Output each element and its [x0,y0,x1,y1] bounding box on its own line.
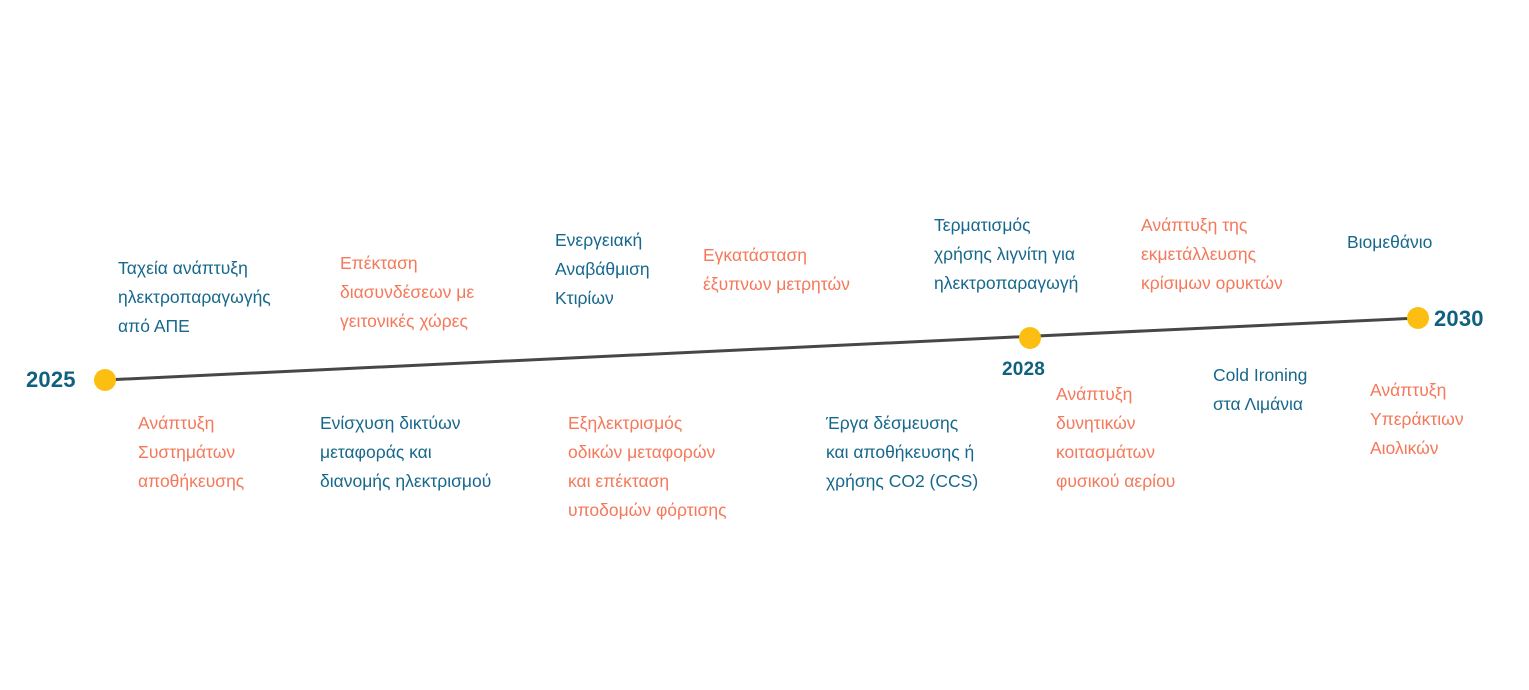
milestone-dot-2025[interactable] [94,369,116,391]
milestone-label-2025: 2025 [26,367,76,392]
timeline-item-critical-raw-materials[interactable]: Ανάπτυξη της εκμετάλλευσης κρίσιμων ορυκ… [1141,215,1283,293]
timeline-item-energy-upgrade-buildings[interactable]: Ενεργειακή Αναβάθμιση Κτιρίων [555,230,650,308]
milestone-dot-2030[interactable] [1407,307,1429,329]
timeline-item-ccs-projects[interactable]: Έργα δέσμευσης και αποθήκευσης ή χρήσης … [826,413,979,491]
milestone-label-2028: 2028 [1002,359,1046,380]
timeline-item-road-transport-electrification[interactable]: Εξηλεκτρισμός οδικών μεταφορών και επέκτ… [568,413,727,520]
milestone-dot-2028[interactable] [1019,327,1041,349]
timeline-item-rapid-res-electricity[interactable]: Ταχεία ανάπτυξη ηλεκτροπαραγωγής από ΑΠΕ [118,258,271,336]
timeline-item-interconnections-expansion[interactable]: Επέκταση διασυνδέσεων με γειτονικές χώρε… [340,253,475,331]
timeline-item-offshore-wind[interactable]: Ανάπτυξη Υπεράκτιων Αιολικών [1370,380,1464,458]
timeline-item-smart-meters-install[interactable]: Εγκατάσταση έξυπνων μετρητών [703,245,850,294]
timeline-item-storage-systems[interactable]: Ανάπτυξη Συστημάτων αποθήκευσης [138,413,245,491]
timeline-item-cold-ironing-ports[interactable]: Cold Ironing στα Λιμάνια [1213,365,1308,414]
timeline-item-biomethane[interactable]: Βιομεθάνιο [1347,232,1433,252]
milestone-label-2030: 2030 [1434,306,1484,331]
timeline-item-lignite-phase-out[interactable]: Τερματισμός χρήσης λιγνίτη για ηλεκτροπα… [934,215,1079,293]
timeline-item-natural-gas-deposits[interactable]: Ανάπτυξη δυνητικών κοιτασμάτων φυσικού α… [1056,384,1176,491]
timeline-item-grid-reinforcement[interactable]: Ενίσχυση δικτύων μεταφοράς και διανομής … [320,413,492,491]
